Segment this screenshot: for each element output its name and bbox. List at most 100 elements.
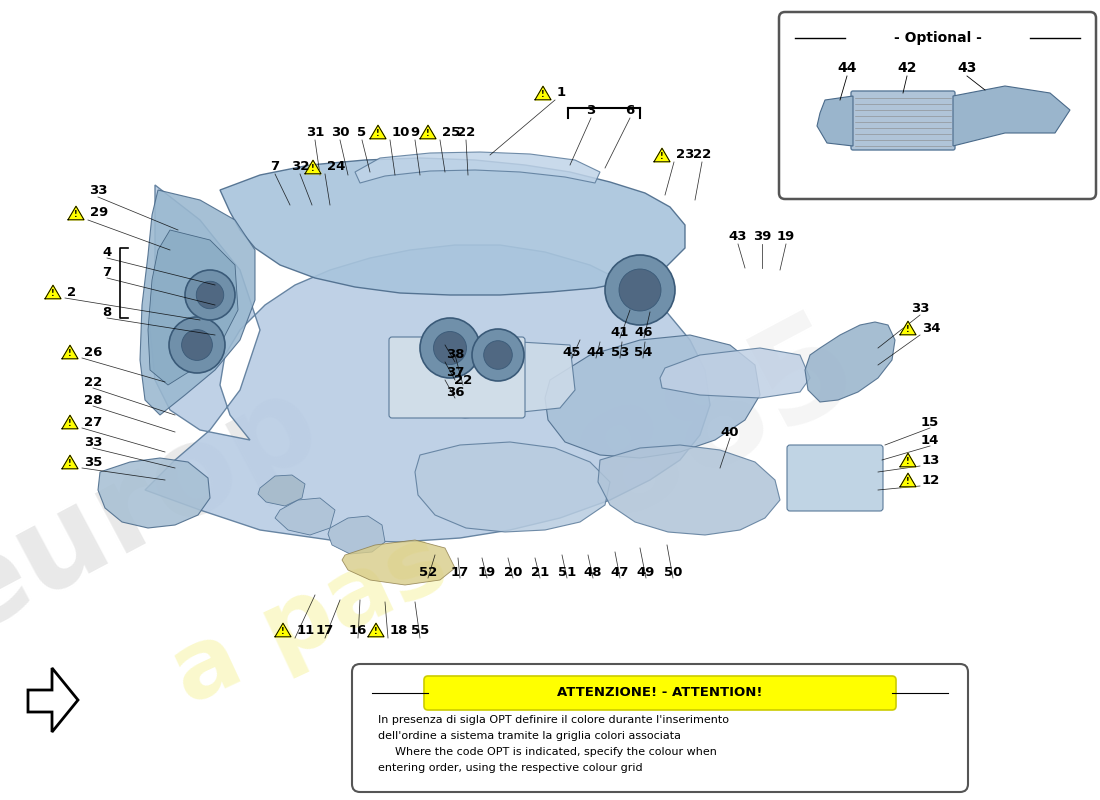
Text: 21: 21 (531, 566, 549, 578)
Circle shape (433, 331, 466, 365)
Text: 45: 45 (563, 346, 581, 358)
Text: !: ! (541, 90, 544, 98)
Text: 22: 22 (84, 375, 102, 389)
Text: !: ! (660, 152, 663, 161)
Text: !: ! (68, 349, 72, 358)
Text: 42: 42 (898, 61, 916, 75)
Polygon shape (275, 498, 336, 535)
Polygon shape (374, 746, 390, 758)
Text: 14: 14 (921, 434, 939, 446)
Text: 30: 30 (331, 126, 350, 138)
Text: 13: 13 (922, 454, 940, 466)
Text: 35: 35 (84, 455, 102, 469)
Polygon shape (328, 516, 385, 554)
Polygon shape (45, 286, 60, 299)
Text: 1: 1 (557, 86, 566, 99)
Circle shape (420, 318, 480, 378)
FancyBboxPatch shape (851, 91, 955, 150)
Text: entering order, using the respective colour grid: entering order, using the respective col… (378, 763, 642, 773)
Text: !: ! (68, 458, 72, 468)
Text: !: ! (282, 626, 285, 636)
Text: 52: 52 (419, 566, 437, 578)
Text: 26: 26 (84, 346, 102, 358)
Polygon shape (953, 86, 1070, 146)
Polygon shape (140, 190, 255, 415)
Circle shape (196, 282, 223, 309)
Polygon shape (305, 160, 321, 174)
Polygon shape (62, 455, 78, 469)
FancyBboxPatch shape (786, 445, 883, 511)
Polygon shape (654, 148, 670, 162)
Text: 6: 6 (626, 105, 635, 118)
Polygon shape (900, 453, 916, 467)
Text: 3: 3 (586, 105, 595, 118)
Text: 7: 7 (102, 266, 111, 278)
Text: dell'ordine a sistema tramite la griglia colori associata: dell'ordine a sistema tramite la griglia… (378, 731, 681, 741)
Text: 22: 22 (693, 149, 711, 162)
Text: !: ! (906, 325, 910, 334)
Text: ATTENZIONE! - ATTENTION!: ATTENZIONE! - ATTENTION! (558, 686, 762, 699)
Circle shape (605, 255, 675, 325)
Text: 22: 22 (456, 126, 475, 138)
Polygon shape (420, 126, 436, 138)
Text: !: ! (74, 210, 78, 218)
Text: 12: 12 (922, 474, 940, 486)
Text: 46: 46 (635, 326, 653, 338)
Text: 44: 44 (837, 61, 857, 75)
FancyBboxPatch shape (352, 664, 968, 792)
Polygon shape (275, 623, 292, 637)
Text: 34: 34 (922, 322, 940, 334)
Text: 885: 885 (560, 292, 880, 548)
Text: 23: 23 (676, 149, 694, 162)
Text: !: ! (381, 749, 384, 758)
Text: 50: 50 (663, 566, 682, 578)
Text: 20: 20 (504, 566, 522, 578)
Text: a pas: a pas (158, 516, 462, 724)
Text: 17: 17 (451, 566, 469, 578)
Text: 17: 17 (316, 623, 334, 637)
Text: !: ! (52, 289, 55, 298)
Text: 39: 39 (752, 230, 771, 243)
Text: 4: 4 (102, 246, 111, 258)
Text: !: ! (906, 477, 910, 486)
FancyBboxPatch shape (779, 12, 1096, 199)
Polygon shape (817, 96, 852, 146)
Text: 15: 15 (921, 415, 939, 429)
Polygon shape (258, 475, 305, 506)
Polygon shape (370, 126, 386, 138)
Text: !: ! (906, 457, 910, 466)
Polygon shape (68, 206, 84, 220)
Text: In presenza di sigla OPT definire il colore durante l'inserimento: In presenza di sigla OPT definire il col… (378, 715, 729, 725)
Text: 40: 40 (720, 426, 739, 438)
Text: 43: 43 (957, 61, 977, 75)
Text: !: ! (68, 418, 72, 428)
Text: 49: 49 (637, 566, 656, 578)
Polygon shape (535, 86, 551, 100)
Text: 43: 43 (728, 230, 747, 243)
Text: 31: 31 (306, 126, 324, 138)
Polygon shape (148, 230, 238, 385)
Text: 28: 28 (84, 394, 102, 406)
Text: 37: 37 (446, 366, 464, 379)
Text: 33: 33 (84, 435, 102, 449)
Text: 22: 22 (454, 374, 472, 386)
Polygon shape (368, 623, 384, 637)
Polygon shape (900, 321, 916, 334)
Text: 19: 19 (777, 230, 795, 243)
Text: 33: 33 (911, 302, 930, 314)
Text: europ: europ (0, 360, 340, 660)
Text: 18: 18 (390, 623, 408, 637)
Text: 44: 44 (586, 346, 605, 358)
Circle shape (169, 317, 226, 373)
Polygon shape (98, 458, 210, 528)
Text: 47: 47 (610, 566, 629, 578)
Polygon shape (355, 152, 600, 183)
Circle shape (484, 341, 513, 370)
Text: 29: 29 (90, 206, 108, 219)
Text: 48: 48 (584, 566, 603, 578)
Text: 53: 53 (610, 346, 629, 358)
Text: !: ! (311, 164, 315, 173)
Text: 9: 9 (410, 126, 419, 138)
Text: 41: 41 (610, 326, 629, 338)
Text: 16: 16 (349, 623, 367, 637)
